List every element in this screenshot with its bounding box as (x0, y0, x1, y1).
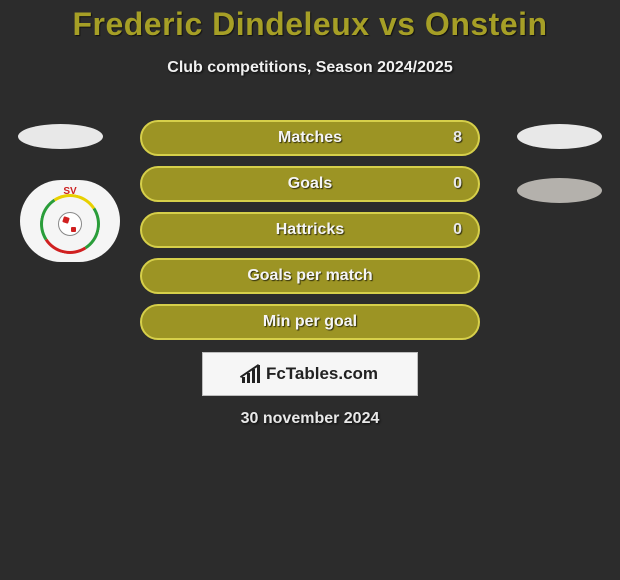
date-line: 30 november 2024 (0, 410, 620, 428)
stat-label: Goals (288, 175, 332, 193)
stat-bar-goals-per-match: Goals per match (140, 258, 480, 294)
stat-label: Min per goal (263, 313, 357, 331)
player-right-club-placeholder (517, 178, 602, 203)
stat-label: Matches (278, 129, 342, 147)
player-left-club-badge: SV (20, 180, 120, 262)
stat-label: Hattricks (276, 221, 344, 239)
stat-label: Goals per match (247, 267, 372, 285)
stat-bar-min-per-goal: Min per goal (140, 304, 480, 340)
player-left-avatar-placeholder (18, 124, 103, 149)
player-right-avatar-placeholder (517, 124, 602, 149)
stat-bar-goals: Goals 0 (140, 166, 480, 202)
page-title: Frederic Dindeleux vs Onstein (0, 0, 620, 43)
stat-value-right: 0 (453, 221, 462, 239)
club-badge-ball-icon (58, 212, 82, 236)
brand-attribution: FcTables.com (202, 352, 418, 396)
brand-text: FcTables.com (266, 364, 378, 384)
stat-value-right: 0 (453, 175, 462, 193)
chart-icon (242, 365, 262, 383)
stat-bar-matches: Matches 8 (140, 120, 480, 156)
subtitle: Club competitions, Season 2024/2025 (0, 59, 620, 77)
stat-value-right: 8 (453, 129, 462, 147)
stat-bar-hattricks: Hattricks 0 (140, 212, 480, 248)
stats-bars: Matches 8 Goals 0 Hattricks 0 Goals per … (140, 120, 480, 350)
